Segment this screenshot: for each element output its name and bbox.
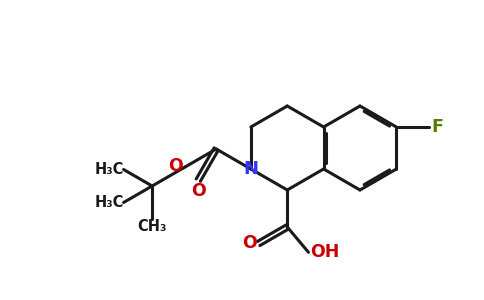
Text: O: O xyxy=(242,235,257,253)
Text: F: F xyxy=(431,118,443,136)
Text: CH₃: CH₃ xyxy=(137,219,167,234)
Text: O: O xyxy=(168,157,183,175)
Text: H₃C: H₃C xyxy=(94,162,123,177)
Text: N: N xyxy=(243,160,258,178)
Text: OH: OH xyxy=(310,243,340,261)
Text: O: O xyxy=(191,182,206,200)
Text: H₃C: H₃C xyxy=(94,195,123,210)
